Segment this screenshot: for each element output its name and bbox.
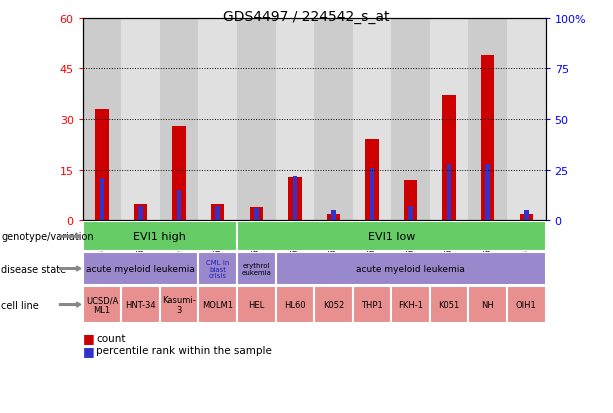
- Bar: [352, 19, 391, 221]
- Bar: [292, 176, 297, 221]
- Bar: [215, 207, 220, 221]
- Text: K052: K052: [323, 300, 344, 309]
- Bar: [160, 19, 199, 221]
- Bar: [507, 286, 546, 323]
- Text: HNT-34: HNT-34: [125, 300, 156, 309]
- Text: genotype/variation: genotype/variation: [1, 232, 94, 242]
- Text: acute myeloid leukemia: acute myeloid leukemia: [356, 264, 465, 273]
- Bar: [327, 214, 340, 221]
- Bar: [83, 19, 121, 221]
- Text: HEL: HEL: [248, 300, 264, 309]
- Bar: [391, 19, 430, 221]
- Bar: [160, 286, 199, 323]
- Text: HL60: HL60: [284, 300, 306, 309]
- Text: erythrol
eukemia: erythrol eukemia: [242, 263, 271, 275]
- Bar: [121, 286, 160, 323]
- Text: EVI1 high: EVI1 high: [134, 232, 186, 242]
- Bar: [288, 177, 302, 221]
- Text: THP1: THP1: [361, 300, 383, 309]
- Bar: [237, 286, 276, 323]
- Text: EVI1 low: EVI1 low: [368, 232, 415, 242]
- Text: ■: ■: [83, 331, 94, 344]
- Text: CML in
blast
crisis: CML in blast crisis: [206, 259, 229, 278]
- Text: Kasumi-
3: Kasumi- 3: [162, 295, 196, 314]
- Bar: [83, 286, 121, 323]
- Bar: [237, 19, 276, 221]
- Bar: [134, 204, 147, 221]
- Bar: [524, 211, 528, 221]
- Bar: [177, 190, 181, 221]
- Text: disease state: disease state: [1, 264, 66, 274]
- Text: percentile rank within the sample: percentile rank within the sample: [96, 345, 272, 355]
- Bar: [100, 178, 104, 221]
- Bar: [507, 19, 546, 221]
- Text: UCSD/A
ML1: UCSD/A ML1: [86, 295, 118, 314]
- Bar: [276, 286, 314, 323]
- Bar: [331, 211, 336, 221]
- Text: OIH1: OIH1: [516, 300, 536, 309]
- Bar: [314, 19, 352, 221]
- Bar: [481, 56, 495, 221]
- Bar: [211, 204, 224, 221]
- Bar: [352, 286, 391, 323]
- Text: GDS4497 / 224542_s_at: GDS4497 / 224542_s_at: [223, 10, 390, 24]
- Bar: [404, 180, 417, 221]
- Bar: [139, 207, 143, 221]
- Bar: [430, 19, 468, 221]
- Bar: [365, 140, 379, 221]
- Bar: [249, 207, 263, 221]
- Text: ■: ■: [83, 344, 94, 357]
- Text: MOLM1: MOLM1: [202, 300, 233, 309]
- Bar: [408, 207, 413, 221]
- Bar: [172, 126, 186, 221]
- Bar: [485, 164, 490, 221]
- Bar: [468, 286, 507, 323]
- Bar: [83, 252, 199, 285]
- Text: acute myeloid leukemia: acute myeloid leukemia: [86, 264, 195, 273]
- Bar: [468, 19, 507, 221]
- Bar: [276, 252, 546, 285]
- Bar: [443, 96, 456, 221]
- Bar: [391, 286, 430, 323]
- Bar: [199, 286, 237, 323]
- Bar: [199, 19, 237, 221]
- Bar: [95, 109, 109, 221]
- Bar: [83, 222, 237, 252]
- Bar: [430, 286, 468, 323]
- Bar: [314, 286, 352, 323]
- Bar: [370, 169, 375, 221]
- Bar: [121, 19, 160, 221]
- Bar: [520, 214, 533, 221]
- Text: K051: K051: [438, 300, 460, 309]
- Bar: [237, 222, 546, 252]
- Bar: [237, 252, 276, 285]
- Text: FKH-1: FKH-1: [398, 300, 423, 309]
- Bar: [199, 252, 237, 285]
- Bar: [276, 19, 314, 221]
- Text: NH: NH: [481, 300, 494, 309]
- Bar: [254, 209, 259, 221]
- Bar: [447, 164, 451, 221]
- Text: count: count: [96, 333, 126, 343]
- Text: cell line: cell line: [1, 300, 39, 310]
